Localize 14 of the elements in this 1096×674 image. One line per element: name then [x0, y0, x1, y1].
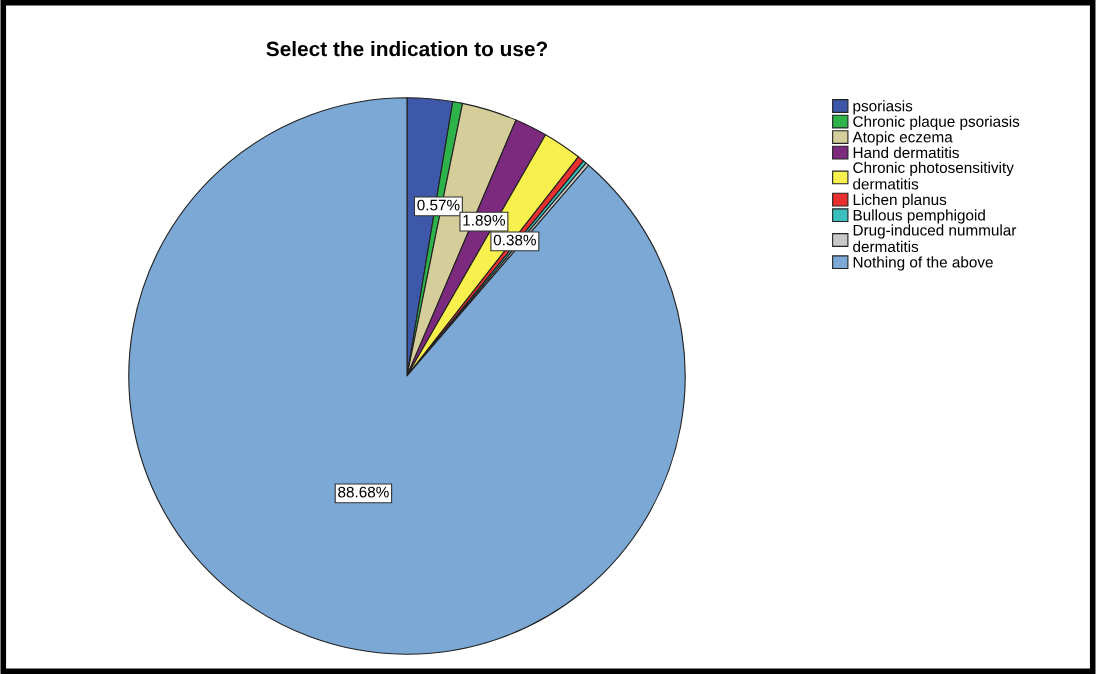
legend-label: Chronic photosensitivity dermatitis [853, 161, 1014, 190]
legend-label: psoriasis [853, 100, 913, 115]
legend-label: Bullous pemphigoid [853, 209, 985, 224]
legend-label: Atopic eczema [852, 131, 953, 146]
data-label: 0.57% [417, 199, 460, 211]
data-label: 0.38% [493, 234, 536, 246]
legend-label: Chronic plaque psoriasis [853, 115, 1020, 130]
chart-title: Select the indication to use? [266, 41, 548, 57]
data-label: 88.68% [338, 486, 389, 498]
data-label: 1.89% [463, 214, 506, 226]
legend-label: Nothing of the above [853, 256, 993, 271]
legend-label: Hand dermatitis [853, 146, 959, 159]
legend-label: Lichen planus [853, 193, 947, 209]
legend-label: Drug-induced nummular dermatitis [853, 224, 1017, 253]
